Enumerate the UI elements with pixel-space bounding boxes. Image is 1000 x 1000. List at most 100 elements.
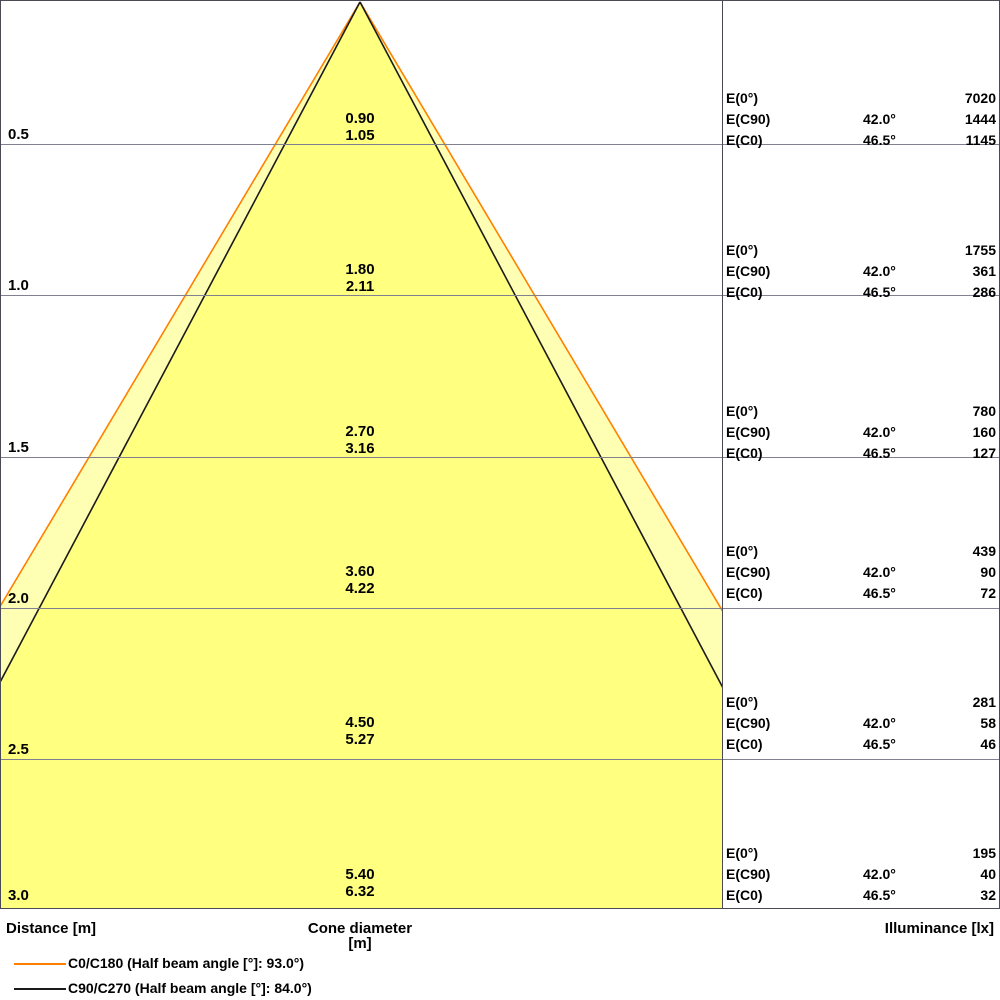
- illuminance-name: E(0°): [726, 543, 759, 559]
- illuminance-row: E(C90) 42.0° 160: [726, 422, 998, 443]
- illuminance-row: E(C90) 42.0° 90: [726, 562, 998, 583]
- cone-diameter-label: 4.50 5.27: [300, 714, 420, 748]
- legend-label: C90/C270 (Half beam angle [°]: 84.0°): [68, 980, 312, 996]
- illuminance-block: E(0°) 439 E(C90) 42.0° 90 E(C0) 46.5° 72: [726, 541, 998, 604]
- illuminance-name: E(C90): [726, 715, 771, 731]
- cone-diameter-c0: 3.16: [345, 440, 375, 457]
- gridline-1.0: [0, 295, 1000, 296]
- illuminance-name: E(0°): [726, 242, 759, 258]
- distance-label: 1.0: [8, 277, 29, 294]
- illuminance-value: 32: [980, 887, 996, 903]
- cone-c0-edge-right: [359, 1, 722, 612]
- cone-diameter-label: 3.60 4.22: [300, 563, 420, 597]
- illuminance-value: 127: [972, 445, 996, 461]
- illuminance-row: E(C0) 46.5° 127: [726, 443, 998, 464]
- illuminance-angle: 42.0°: [863, 715, 896, 731]
- illuminance-value: 361: [972, 263, 996, 279]
- cone-diameter-c0: 6.32: [345, 883, 375, 900]
- illuminance-row: E(C90) 42.0° 1444: [726, 109, 998, 130]
- illuminance-value: 46: [980, 736, 996, 752]
- cone-c0-edge-left: [1, 1, 361, 607]
- gridline-0.5: [0, 144, 1000, 145]
- illuminance-value: 40: [980, 866, 996, 882]
- plot-frame-top: [0, 0, 1000, 1]
- cone-diameter-c90: 5.40: [345, 866, 375, 883]
- illuminance-angle: 42.0°: [863, 424, 896, 440]
- cone-c90-edge-right: [359, 1, 722, 688]
- cone-diameter-label: 0.90 1.05: [300, 110, 420, 144]
- illuminance-value: 195: [972, 845, 996, 861]
- illuminance-angle: 42.0°: [863, 564, 896, 580]
- illuminance-name: E(C0): [726, 887, 763, 903]
- illuminance-value: 160: [972, 424, 996, 440]
- cone-diameter-c0: 4.22: [345, 580, 375, 597]
- illuminance-name: E(0°): [726, 90, 759, 106]
- illuminance-row: E(0°) 281: [726, 692, 998, 713]
- illuminance-angle: 42.0°: [863, 111, 896, 127]
- illuminance-row: E(C0) 46.5° 46: [726, 734, 998, 755]
- illuminance-name: E(C90): [726, 263, 771, 279]
- cone-diameter-c90: 3.60: [345, 563, 375, 580]
- illuminance-name: E(C0): [726, 585, 763, 601]
- illuminance-name: E(0°): [726, 694, 759, 710]
- legend-item-c90-c270: C90/C270 (Half beam angle [°]: 84.0°): [0, 977, 1000, 1000]
- cone-plot-area: 0.5 1.0 1.5 2.0 2.5 3.0 0.90 1.05 1.80 2…: [0, 0, 1000, 909]
- legend-line-swatch-c90-icon: [14, 988, 66, 990]
- illuminance-angle: 46.5°: [863, 887, 896, 903]
- illuminance-name: E(C0): [726, 445, 763, 461]
- cone-diameter-axis-caption: Cone diameter [m]: [307, 920, 413, 952]
- illuminance-row: E(C90) 42.0° 58: [726, 713, 998, 734]
- gridline-2.5: [0, 759, 1000, 760]
- illuminance-name: E(C0): [726, 284, 763, 300]
- cone-diameter-c90: 0.90: [345, 110, 375, 127]
- distance-label: 2.0: [8, 590, 29, 607]
- illuminance-angle: 42.0°: [863, 263, 896, 279]
- illuminance-block: E(0°) 1755 E(C90) 42.0° 361 E(C0) 46.5° …: [726, 240, 998, 303]
- distance-label: 3.0: [8, 887, 29, 904]
- illuminance-name: E(0°): [726, 845, 759, 861]
- illuminance-angle: 46.5°: [863, 445, 896, 461]
- illuminance-name: E(C0): [726, 132, 763, 148]
- plot-frame-bottom: [0, 908, 1000, 909]
- illuminance-row: E(0°) 439: [726, 541, 998, 562]
- illuminance-name: E(C90): [726, 564, 771, 580]
- illuminance-row: E(0°) 7020: [726, 88, 998, 109]
- illuminance-block: E(0°) 7020 E(C90) 42.0° 1444 E(C0) 46.5°…: [726, 88, 998, 151]
- gridline-2.0: [0, 608, 1000, 609]
- cone-diameter-c0: 2.11: [345, 278, 375, 295]
- illuminance-name: E(C0): [726, 736, 763, 752]
- distance-axis-caption: Distance [m]: [6, 920, 97, 937]
- cone-diameter-c0: 5.27: [345, 731, 375, 748]
- cone-diameter-c90: 1.80: [345, 261, 375, 278]
- illuminance-row: E(0°) 780: [726, 401, 998, 422]
- illuminance-value: 1444: [964, 111, 996, 127]
- distance-label: 1.5: [8, 439, 29, 456]
- illuminance-value: 72: [980, 585, 996, 601]
- illuminance-angle: 46.5°: [863, 132, 896, 148]
- cone-c90-fill: [1, 2, 722, 908]
- illuminance-row: E(C0) 46.5° 286: [726, 282, 998, 303]
- illuminance-name: E(C90): [726, 111, 771, 127]
- illuminance-axis-caption: Illuminance [lx]: [884, 920, 994, 937]
- illuminance-value: 286: [972, 284, 996, 300]
- illuminance-value: 1755: [964, 242, 996, 258]
- illuminance-name: E(0°): [726, 403, 759, 419]
- cone-diameter-label: 2.70 3.16: [300, 423, 420, 457]
- illuminance-block: E(0°) 281 E(C90) 42.0° 58 E(C0) 46.5° 46: [726, 692, 998, 755]
- illuminance-value: 281: [972, 694, 996, 710]
- illuminance-row: E(C0) 46.5° 1145: [726, 130, 998, 151]
- illuminance-angle: 46.5°: [863, 736, 896, 752]
- illuminance-value: 90: [980, 564, 996, 580]
- gridline-1.5: [0, 457, 1000, 458]
- illuminance-value: 1145: [965, 132, 996, 148]
- distance-label: 0.5: [8, 126, 29, 143]
- illuminance-row: E(C0) 46.5° 32: [726, 885, 998, 906]
- illuminance-name: E(C90): [726, 424, 771, 440]
- cone-diameter-c0: 1.05: [345, 127, 375, 144]
- distance-label: 2.5: [8, 741, 29, 758]
- illuminance-block: E(0°) 195 E(C90) 42.0° 40 E(C0) 46.5° 32: [726, 843, 998, 906]
- illuminance-angle: 46.5°: [863, 585, 896, 601]
- illuminance-value: 780: [972, 403, 996, 419]
- cone-diameter-c90: 4.50: [345, 714, 375, 731]
